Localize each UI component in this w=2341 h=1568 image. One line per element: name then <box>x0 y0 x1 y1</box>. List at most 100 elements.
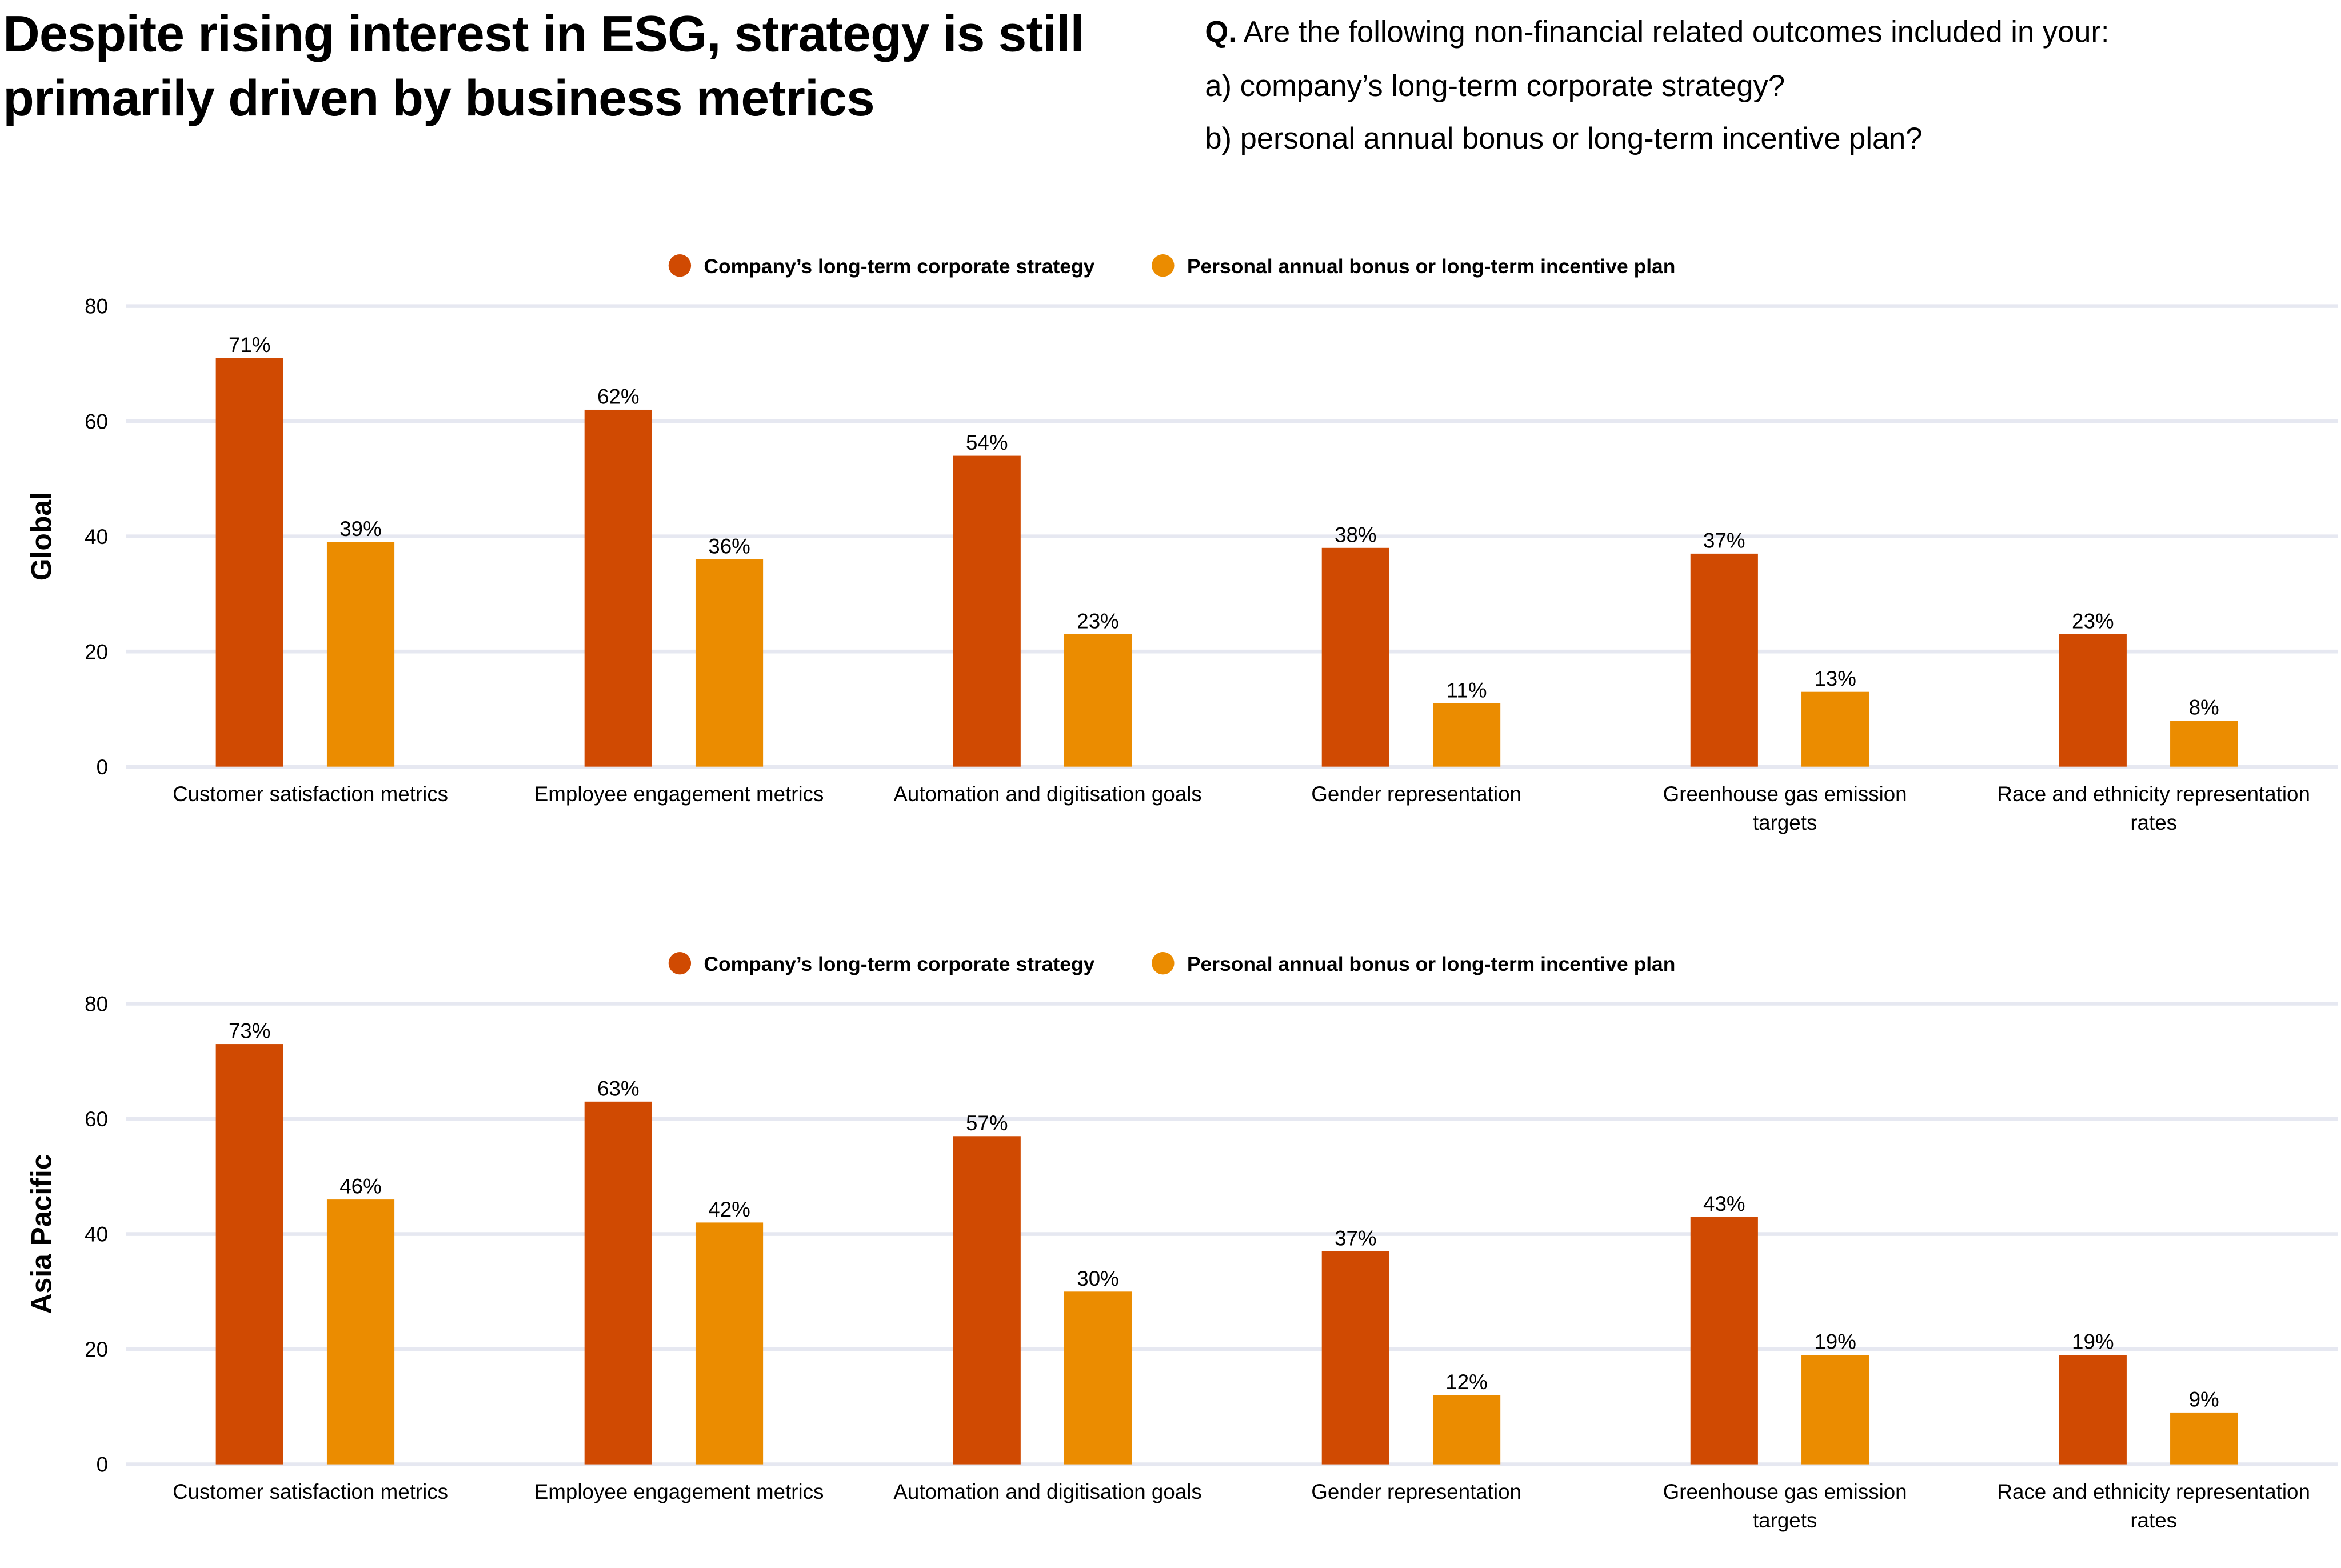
bar-strategy <box>1321 547 1389 767</box>
x-category-label-line: Greenhouse gas emission <box>1663 782 1907 806</box>
data-label: 30% <box>1077 1267 1119 1290</box>
bar-bonus <box>2170 1412 2238 1465</box>
x-category-label-line: Employee engagement metrics <box>534 782 824 806</box>
x-category-label-line: Customer satisfaction metrics <box>173 1480 448 1503</box>
x-category-label-line: Gender representation <box>1311 782 1521 806</box>
question-prefix: Q. <box>1205 16 1237 50</box>
bar-bonus <box>1801 691 1869 767</box>
bar-strategy <box>584 1101 652 1465</box>
legend-label: Personal annual bonus or long-term incen… <box>1187 255 1676 278</box>
legend-marker-1 <box>1152 254 1175 277</box>
y-tick-label: 0 <box>97 1453 108 1477</box>
y-tick-label: 40 <box>85 525 108 549</box>
x-category-label: Employee engagement metrics <box>534 782 824 806</box>
x-category-label: Automation and digitisation goals <box>893 1480 1201 1503</box>
bar-bonus <box>1064 634 1132 767</box>
y-tick-label: 80 <box>85 295 108 318</box>
legend-marker-0 <box>668 951 692 975</box>
y-tick-label: 60 <box>85 410 108 433</box>
data-label: 23% <box>1077 609 1119 633</box>
bar-strategy <box>953 1136 1021 1465</box>
data-label: 38% <box>1335 523 1377 546</box>
x-category-label-line: Race and ethnicity representation <box>1997 782 2310 806</box>
bar-strategy <box>1321 1251 1389 1465</box>
bar-bonus <box>326 542 395 767</box>
data-label: 39% <box>339 517 382 541</box>
legend-marker-0 <box>668 254 692 277</box>
chart-global: Company’s long-term corporate strategy Pe… <box>25 254 2338 834</box>
data-label: 62% <box>597 385 640 408</box>
y-tick-label: 80 <box>85 993 108 1016</box>
page-title: Despite rising interest in ESG, strategy… <box>3 6 1084 128</box>
data-label: 19% <box>1814 1330 1856 1354</box>
data-label: 36% <box>708 534 750 558</box>
x-category-label-line: targets <box>1753 811 1817 834</box>
x-category-label: Employee engagement metrics <box>534 1480 824 1503</box>
data-label: 8% <box>2189 696 2219 719</box>
data-label: 46% <box>339 1175 382 1198</box>
question-option-b: b) personal annual bonus or long-term in… <box>1205 123 1923 157</box>
data-label: 13% <box>1814 667 1856 690</box>
y-tick-label: 20 <box>85 1338 108 1361</box>
legend-marker-1 <box>1152 951 1175 975</box>
x-category-label: Race and ethnicity representation rates <box>1997 1480 2310 1532</box>
x-category-label: Gender representation <box>1311 782 1521 806</box>
y-axis-label: Asia Pacific <box>25 1154 57 1314</box>
bar-strategy <box>953 455 1021 767</box>
x-category-label-line: Race and ethnicity representation <box>1997 1480 2310 1503</box>
bar-bonus <box>695 559 764 767</box>
x-category-label-line: Automation and digitisation goals <box>893 1480 1201 1503</box>
question-text: Are the following non-financial related … <box>1243 16 2110 50</box>
data-label: 63% <box>597 1077 640 1100</box>
bar-bonus <box>1433 1395 1501 1465</box>
legend-label: Personal annual bonus or long-term incen… <box>1187 953 1676 975</box>
question-option-a: a) company’s long-term corporate strateg… <box>1205 70 1785 103</box>
bar-strategy <box>215 1044 283 1465</box>
data-label: 19% <box>2072 1330 2114 1354</box>
bar-strategy <box>2059 1355 2127 1465</box>
x-category-label-line: Employee engagement metrics <box>534 1480 824 1503</box>
bar-bonus <box>1801 1355 1869 1465</box>
data-label: 43% <box>1703 1192 1745 1215</box>
data-label: 42% <box>708 1198 750 1221</box>
legend-label: Company’s long-term corporate strategy <box>704 953 1094 975</box>
y-axis-label: Global <box>25 492 57 581</box>
x-category-label-line: Automation and digitisation goals <box>893 782 1201 806</box>
y-tick-label: 20 <box>85 640 108 663</box>
x-category-label-line: Gender representation <box>1311 1480 1521 1503</box>
x-category-label-line: rates <box>2130 1509 2177 1532</box>
data-label: 11% <box>1447 678 1487 702</box>
data-label: 37% <box>1335 1226 1377 1250</box>
x-category-label-line: rates <box>2130 811 2177 834</box>
data-label: 73% <box>229 1019 271 1043</box>
data-label: 54% <box>966 431 1008 454</box>
y-tick-label: 40 <box>85 1223 108 1246</box>
x-category-label: Customer satisfaction metrics <box>173 1480 448 1503</box>
x-category-label: Race and ethnicity representation rates <box>1997 782 2310 834</box>
data-label: 37% <box>1703 529 1745 552</box>
data-label: 57% <box>966 1111 1008 1135</box>
y-tick-label: 60 <box>85 1107 108 1131</box>
bar-strategy <box>2059 634 2127 767</box>
x-category-label: Greenhouse gas emission targets <box>1663 1480 1907 1532</box>
bar-bonus <box>695 1222 764 1465</box>
data-label: 23% <box>2072 609 2114 633</box>
bar-bonus <box>1064 1291 1132 1465</box>
bar-strategy <box>215 358 283 767</box>
bar-strategy <box>1690 553 1758 767</box>
data-label: 12% <box>1445 1370 1488 1394</box>
x-category-label-line: targets <box>1753 1509 1817 1532</box>
data-label: 9% <box>2189 1387 2219 1411</box>
y-tick-label: 0 <box>97 755 108 779</box>
x-category-label: Gender representation <box>1311 1480 1521 1503</box>
x-category-label-line: Greenhouse gas emission <box>1663 1480 1907 1503</box>
bar-strategy <box>1690 1217 1758 1465</box>
question-line: Q. Are the following non-financial relat… <box>1205 7 2109 61</box>
x-category-label: Automation and digitisation goals <box>893 782 1201 806</box>
data-label: 71% <box>229 333 271 357</box>
legend-label: Company’s long-term corporate strategy <box>704 255 1094 278</box>
x-category-label: Greenhouse gas emission targets <box>1663 782 1907 834</box>
bar-strategy <box>584 409 652 767</box>
x-category-label-line: Customer satisfaction metrics <box>173 782 448 806</box>
